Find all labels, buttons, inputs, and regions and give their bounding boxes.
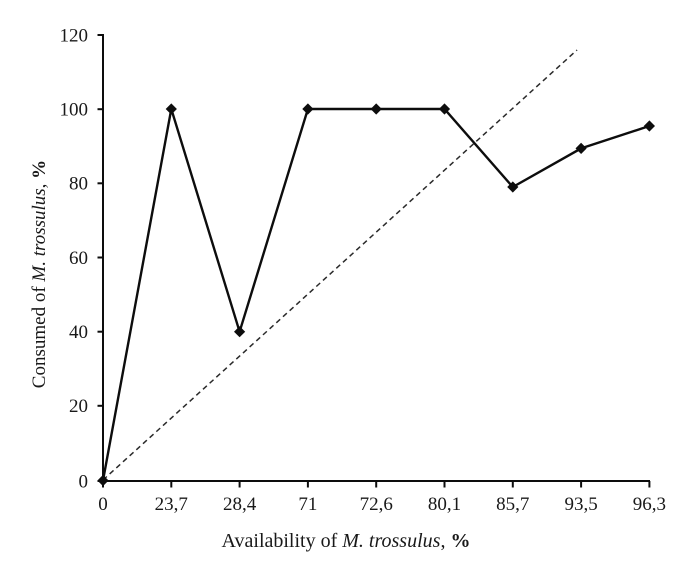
svg-text:28,4: 28,4 — [223, 494, 257, 515]
svg-text:80,1: 80,1 — [428, 494, 461, 515]
svg-text:80: 80 — [69, 174, 88, 195]
svg-text:40: 40 — [69, 322, 88, 343]
svg-text:120: 120 — [60, 25, 89, 46]
svg-text:Consumed of M. trossulus, %: Consumed of M. trossulus, % — [29, 160, 50, 388]
svg-text:93,5: 93,5 — [564, 494, 597, 515]
svg-text:60: 60 — [69, 248, 88, 269]
svg-text:20: 20 — [69, 396, 88, 417]
svg-text:100: 100 — [60, 100, 89, 121]
svg-text:71: 71 — [298, 494, 317, 515]
svg-text:96,3: 96,3 — [633, 494, 666, 515]
svg-text:72,6: 72,6 — [360, 494, 393, 515]
svg-text:0: 0 — [98, 494, 108, 515]
svg-text:85,7: 85,7 — [496, 494, 529, 515]
svg-text:Availability of M. trossulus,: Availability of M. trossulus, % — [222, 530, 471, 552]
svg-text:23,7: 23,7 — [155, 494, 188, 515]
svg-text:0: 0 — [79, 471, 89, 492]
